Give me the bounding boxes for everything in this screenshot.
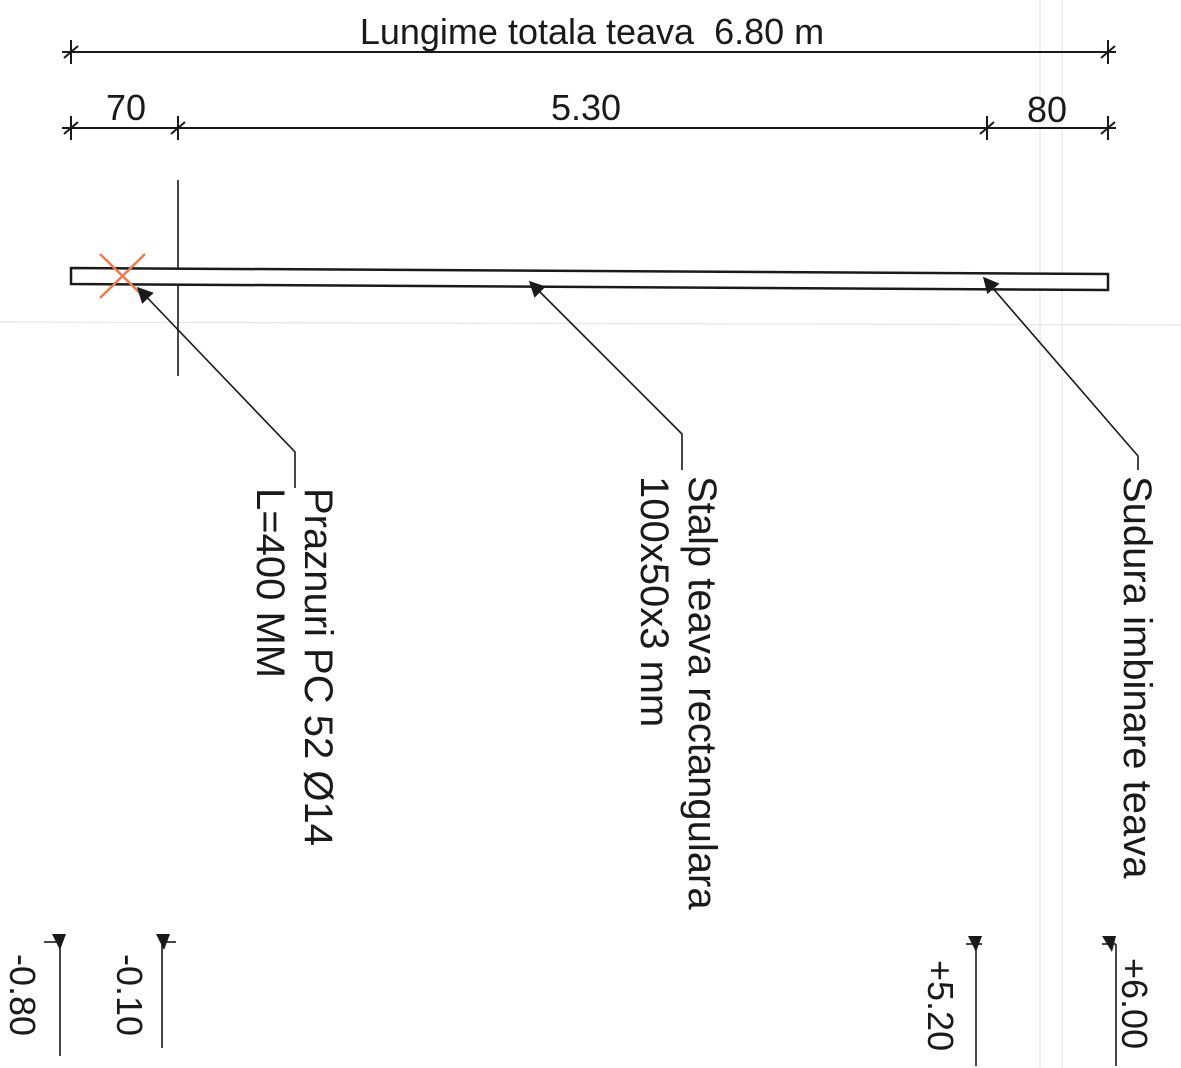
rectangular-pipe xyxy=(69,266,1110,292)
level-marker-2: -0.10 xyxy=(109,934,176,1048)
weld-label: Sudura imbinare teava xyxy=(1115,476,1159,879)
level-2-label: -0.10 xyxy=(109,954,150,1036)
weld-leader xyxy=(982,276,1139,470)
pipe-label-line2: 100x50x3 mm xyxy=(632,476,676,727)
segment-70-label: 70 xyxy=(106,87,146,128)
segment-80-label: 80 xyxy=(1027,89,1067,130)
segment-530-label: 5.30 xyxy=(551,87,621,128)
level-1-label: -0.80 xyxy=(2,954,43,1036)
anchors-leader xyxy=(136,286,296,488)
level-3-label: +5.20 xyxy=(920,960,961,1051)
anchors-label-line1: Praznuri PC 52 Ø14 xyxy=(296,488,340,846)
total-dimension-label: Lungime totala teava 6.80 m xyxy=(360,11,824,52)
total-dimension: Lungime totala teava 6.80 m xyxy=(62,11,1116,64)
anchors-label-line2: L=400 MM xyxy=(248,488,292,678)
segment-dimensions: 70 5.30 80 xyxy=(62,87,1116,140)
level-marker-4: +6.00 xyxy=(1102,936,1155,1066)
level-marker-1: -0.80 xyxy=(2,934,66,1056)
level-marker-3: +5.20 xyxy=(920,936,982,1066)
pipe-label-line1: Stalp teava rectangulara xyxy=(680,476,724,910)
level-4-label: +6.00 xyxy=(1114,958,1155,1049)
pipe-leader xyxy=(528,280,683,470)
